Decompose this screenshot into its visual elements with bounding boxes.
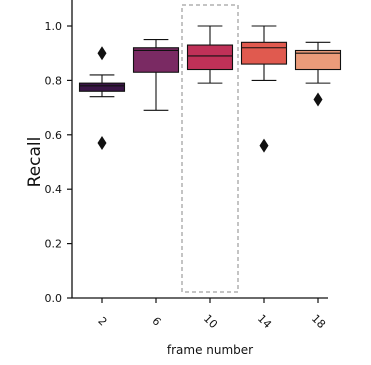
box-iqr <box>294 49 342 71</box>
x-tick-label: 10 <box>201 312 220 331</box>
y-tick-label: 0.2 <box>45 238 63 251</box>
y-tick-label: 0.4 <box>45 183 63 196</box>
box-group-6 <box>132 39 180 111</box>
axes-layer <box>67 0 328 303</box>
x-tick-label: 2 <box>95 314 109 328</box>
x-tick-label: 18 <box>309 312 328 331</box>
boxes-layer <box>78 25 342 153</box>
box-iqr <box>132 47 180 73</box>
y-axis-title: Recall <box>25 137 45 188</box>
x-tick-label: 14 <box>255 312 274 331</box>
box-group-18 <box>294 41 342 107</box>
highlight-box <box>181 4 239 293</box>
box-group-14 <box>240 25 288 153</box>
box-iqr <box>240 41 288 65</box>
x-tick-label: 6 <box>149 314 163 328</box>
outlier-point <box>259 138 269 153</box>
y-tick-label: 0.6 <box>45 129 63 142</box>
box-group-10 <box>186 25 234 84</box>
box-group-2 <box>78 46 126 150</box>
outlier-point <box>97 135 107 150</box>
box-iqr <box>186 44 234 71</box>
box-iqr <box>78 82 126 92</box>
y-tick-label: 0.0 <box>45 292 63 305</box>
highlight-layer <box>181 4 239 293</box>
x-axis-title: frame number <box>167 343 253 357</box>
outlier-point <box>313 92 323 107</box>
outlier-point <box>97 46 107 61</box>
y-tick-label: 1.0 <box>45 20 63 33</box>
y-tick-label: 0.8 <box>45 74 63 87</box>
